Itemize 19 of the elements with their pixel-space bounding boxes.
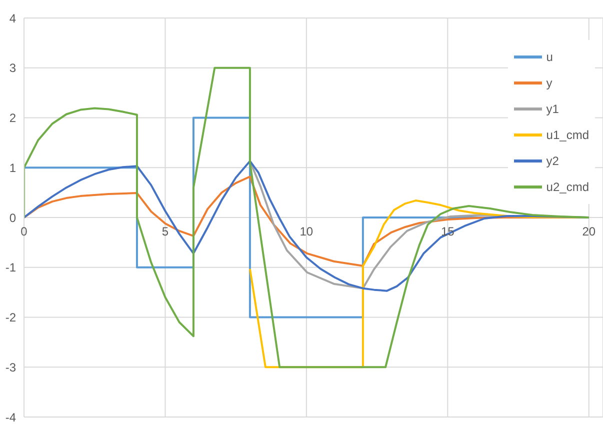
legend-label: y (546, 76, 552, 90)
y-tick-label: 3 (9, 61, 16, 76)
y-tick-label: -2 (5, 310, 16, 325)
y-tick-label: 0 (9, 210, 16, 225)
y-tick-label: -1 (5, 260, 16, 275)
legend-label: u (546, 50, 553, 64)
y-tick-label: -3 (5, 360, 16, 374)
x-tick-label: 5 (162, 224, 169, 238)
legend-label: u2_cmd (546, 180, 589, 194)
legend-label: u1_cmd (546, 128, 589, 142)
x-tick-label: 20 (582, 224, 596, 238)
legend-label: y2 (546, 154, 559, 168)
x-tick-label: 10 (300, 224, 314, 238)
y-tick-label: -4 (5, 410, 16, 424)
legend-label: y1 (546, 102, 559, 116)
x-tick-label: 0 (20, 224, 28, 238)
y-tick-label: 1 (9, 160, 16, 175)
y-tick-label: 4 (9, 11, 16, 26)
y-tick-label: 2 (9, 111, 16, 126)
